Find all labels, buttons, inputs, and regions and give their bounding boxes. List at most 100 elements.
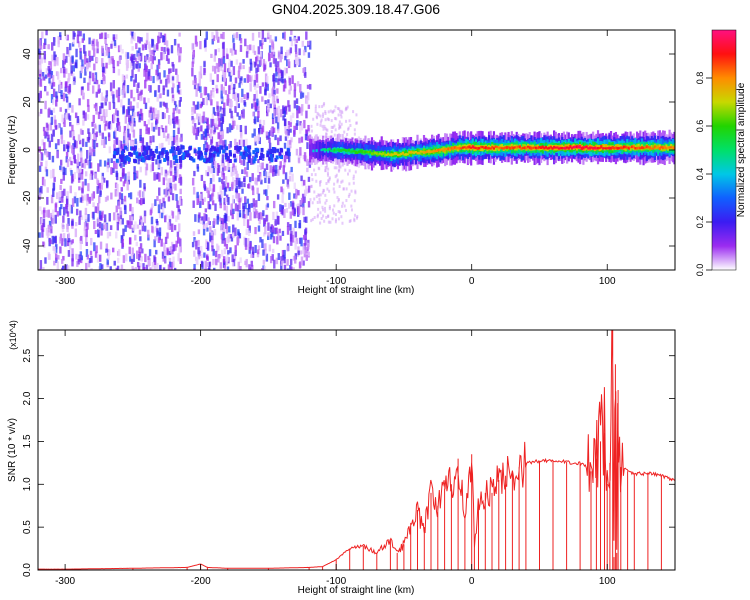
- noise-cell: [133, 112, 136, 118]
- noise-cell: [316, 122, 319, 126]
- noise-cell: [316, 116, 319, 120]
- noise-cell: [108, 146, 112, 154]
- noise-cell: [228, 85, 231, 95]
- noise-cell: [104, 51, 107, 57]
- noise-cell: [289, 211, 293, 219]
- noise-cell: [51, 155, 55, 163]
- noise-cell: [299, 125, 302, 134]
- noise-cell: [72, 130, 75, 136]
- noise-cell: [294, 220, 297, 228]
- noise-cell: [316, 200, 319, 204]
- noise-cell: [72, 37, 75, 45]
- noise-cell: [290, 166, 293, 173]
- ridge-cell: [439, 148, 442, 152]
- noise-cell: [208, 152, 212, 157]
- noise-cell: [137, 154, 141, 159]
- noise-cell: [295, 98, 299, 104]
- noise-cell: [177, 211, 180, 220]
- noise-cell: [228, 150, 232, 155]
- ridge-cell: [463, 146, 466, 149]
- noise-cell: [135, 154, 139, 159]
- noise-cell: [252, 198, 256, 207]
- noise-cell: [338, 184, 341, 188]
- noise-cell: [195, 41, 198, 47]
- ridge-cell: [564, 146, 567, 150]
- ridge-cell: [570, 146, 574, 150]
- noise-cell: [68, 83, 72, 93]
- noise-cell: [115, 267, 118, 270]
- noise-cell: [94, 72, 98, 81]
- noise-cell: [253, 50, 257, 56]
- noise-cell: [253, 94, 256, 101]
- noise-cell: [223, 261, 226, 268]
- noise-cell: [97, 217, 100, 224]
- ridge-cell: [361, 149, 364, 153]
- noise-cell: [277, 216, 280, 225]
- noise-cell: [303, 119, 306, 129]
- colorbar-gradient: [711, 29, 737, 271]
- noise-cell: [283, 249, 286, 259]
- noise-cell: [193, 250, 196, 257]
- noise-cell: [265, 214, 268, 222]
- noise-cell: [85, 141, 88, 147]
- noise-cell: [49, 68, 52, 75]
- noise-cell: [111, 58, 115, 65]
- noise-cell: [247, 230, 251, 237]
- noise-cell: [238, 198, 242, 203]
- noise-cell: [76, 260, 79, 267]
- noise-cell: [48, 107, 51, 115]
- noise-cell: [318, 200, 321, 204]
- noise-cell: [129, 221, 132, 230]
- ridge-cell: [622, 145, 626, 149]
- noise-cell: [232, 66, 236, 76]
- noise-cell: [314, 107, 317, 111]
- noise-cell: [134, 234, 137, 241]
- noise-cell: [94, 173, 98, 180]
- noise-cell: [89, 152, 92, 161]
- noise-cell: [287, 152, 291, 157]
- noise-cell: [65, 151, 69, 157]
- noise-cell: [86, 254, 90, 260]
- noise-cell: [218, 177, 221, 183]
- noise-cell: [186, 150, 190, 155]
- noise-cell: [68, 204, 71, 211]
- noise-cell: [291, 206, 295, 216]
- noise-cell: [280, 76, 283, 83]
- noise-cell: [78, 254, 81, 262]
- noise-cell: [259, 85, 262, 94]
- noise-cell: [166, 182, 169, 190]
- ridge-cell: [489, 147, 492, 150]
- noise-cell: [293, 89, 297, 98]
- noise-cell: [286, 245, 289, 252]
- noise-cell: [156, 262, 159, 270]
- noise-cell: [161, 206, 165, 215]
- noise-cell: [177, 205, 180, 213]
- noise-cell: [221, 182, 225, 190]
- noise-cell: [91, 121, 94, 127]
- ridge-cell: [663, 145, 666, 149]
- noise-cell: [318, 105, 321, 109]
- noise-cell: [335, 166, 338, 170]
- noise-cell: [86, 99, 90, 107]
- noise-cell: [120, 193, 124, 200]
- noise-cell: [119, 176, 123, 182]
- noise-cell: [217, 254, 220, 263]
- noise-cell: [195, 133, 198, 140]
- noise-cell: [268, 156, 272, 161]
- noise-cell: [205, 214, 208, 221]
- noise-cell: [297, 190, 300, 196]
- noise-cell: [214, 49, 217, 56]
- noise-cell: [281, 70, 284, 79]
- noise-cell: [179, 158, 183, 168]
- noise-cell: [326, 173, 329, 177]
- noise-cell: [79, 128, 83, 135]
- noise-cell: [248, 66, 252, 73]
- noise-cell: [321, 191, 324, 195]
- y-tick-label: 20: [22, 96, 33, 108]
- noise-cell: [304, 45, 307, 53]
- noise-cell: [77, 30, 80, 37]
- noise-cell: [136, 102, 139, 109]
- noise-cell: [242, 139, 246, 147]
- noise-cell: [155, 69, 158, 76]
- noise-cell: [202, 228, 206, 236]
